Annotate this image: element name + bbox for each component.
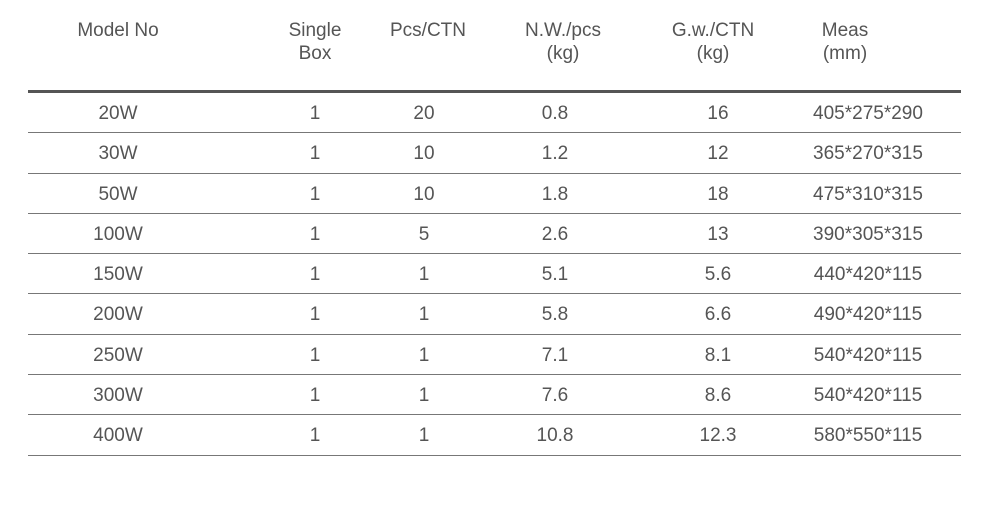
- table-row: 150W 1 1 5.1 5.6 440*420*115: [28, 254, 961, 295]
- cell-meas: 405*275*290: [813, 103, 923, 124]
- cell-model: 300W: [93, 385, 143, 407]
- header-single-box: Single Box: [288, 20, 342, 64]
- cell-meas: 440*420*115: [813, 264, 923, 286]
- table-row: 50W 1 10 1.8 18 475*310*315: [28, 174, 961, 214]
- table-body: 20W 1 20 0.8 16 405*275*290 30W 1 10 1.2 12 365*270…: [28, 93, 961, 456]
- table-row: 20W 1 20 0.8 16 405*275*290: [28, 93, 961, 134]
- cell-meas: 540*420*115: [813, 344, 923, 366]
- cell-nw: 5.1: [541, 264, 569, 286]
- cell-single-box: 1: [309, 425, 321, 447]
- cell-pcs-ctn: 20: [413, 103, 435, 124]
- cell-pcs-ctn: 5: [418, 223, 430, 245]
- cell-nw: 2.6: [541, 223, 569, 245]
- cell-gw: 8.1: [704, 344, 732, 366]
- cell-meas: 540*420*115: [813, 385, 923, 407]
- table-row: 200W 1 1 5.8 6.6 490*420*115: [28, 294, 961, 335]
- cell-nw: 7.1: [541, 344, 569, 366]
- cell-pcs-ctn: 1: [418, 344, 430, 366]
- cell-gw: 12.3: [699, 425, 737, 447]
- cell-pcs-ctn: 1: [418, 264, 430, 286]
- cell-gw: 5.6: [704, 264, 732, 286]
- cell-single-box: 1: [309, 385, 321, 407]
- cell-nw: 1.8: [541, 183, 569, 205]
- cell-model: 100W: [93, 223, 143, 245]
- cell-model: 50W: [98, 183, 138, 205]
- cell-single-box: 1: [309, 344, 321, 366]
- cell-single-box: 1: [309, 183, 321, 205]
- cell-gw: 16: [707, 103, 729, 124]
- table-header: Model No Single Box Pcs/CTN N.W./pcs (kg…: [28, 0, 961, 90]
- header-model-no: Model No: [77, 20, 159, 41]
- cell-gw: 12: [707, 143, 729, 165]
- cell-pcs-ctn: 10: [413, 183, 435, 205]
- cell-single-box: 1: [309, 223, 321, 245]
- cell-pcs-ctn: 10: [413, 143, 435, 165]
- cell-single-box: 1: [309, 264, 321, 286]
- cell-single-box: 1: [309, 304, 321, 326]
- cell-gw: 8.6: [704, 385, 732, 407]
- cell-nw: 1.2: [541, 143, 569, 165]
- cell-pcs-ctn: 1: [418, 304, 430, 326]
- cell-gw: 18: [707, 183, 729, 205]
- header-nw-pcs: N.W./pcs (kg): [524, 20, 601, 64]
- cell-model: 30W: [98, 143, 138, 165]
- header-pcs-ctn: Pcs/CTN: [390, 20, 466, 41]
- cell-meas: 365*270*315: [813, 143, 923, 165]
- cell-single-box: 1: [309, 103, 321, 124]
- cell-model: 400W: [93, 425, 143, 447]
- cell-model: 150W: [93, 264, 143, 286]
- cell-meas: 475*310*315: [813, 183, 923, 205]
- cell-model: 200W: [93, 304, 143, 326]
- cell-pcs-ctn: 1: [418, 385, 430, 407]
- packing-spec-table: Model No Single Box Pcs/CTN N.W./pcs (kg…: [28, 0, 961, 456]
- table-row: 100W 1 5 2.6 13 390*305*315: [28, 214, 961, 255]
- cell-nw: 7.6: [541, 385, 569, 407]
- header-divider: [28, 90, 961, 93]
- cell-meas: 580*550*115: [813, 425, 923, 447]
- cell-nw: 10.8: [536, 425, 574, 447]
- table-row: 250W 1 1 7.1 8.1 540*420*115: [28, 335, 961, 376]
- cell-gw: 6.6: [704, 304, 732, 326]
- table-row: 300W 1 1 7.6 8.6 540*420*115: [28, 375, 961, 416]
- cell-model: 250W: [93, 344, 143, 366]
- cell-meas: 390*305*315: [813, 223, 923, 245]
- cell-nw: 5.8: [541, 304, 569, 326]
- cell-meas: 490*420*115: [813, 304, 923, 326]
- cell-single-box: 1: [309, 143, 321, 165]
- header-meas: Meas (mm): [821, 20, 869, 64]
- cell-gw: 13: [707, 223, 729, 245]
- cell-pcs-ctn: 1: [418, 425, 430, 447]
- table-row: 30W 1 10 1.2 12 365*270*315: [28, 133, 961, 174]
- header-gw-ctn: G.w./CTN (kg): [671, 20, 755, 64]
- table-row: 400W 1 1 10.8 12.3 580*550*115: [28, 415, 961, 456]
- cell-nw: 0.8: [541, 103, 569, 124]
- cell-model: 20W: [98, 103, 138, 124]
